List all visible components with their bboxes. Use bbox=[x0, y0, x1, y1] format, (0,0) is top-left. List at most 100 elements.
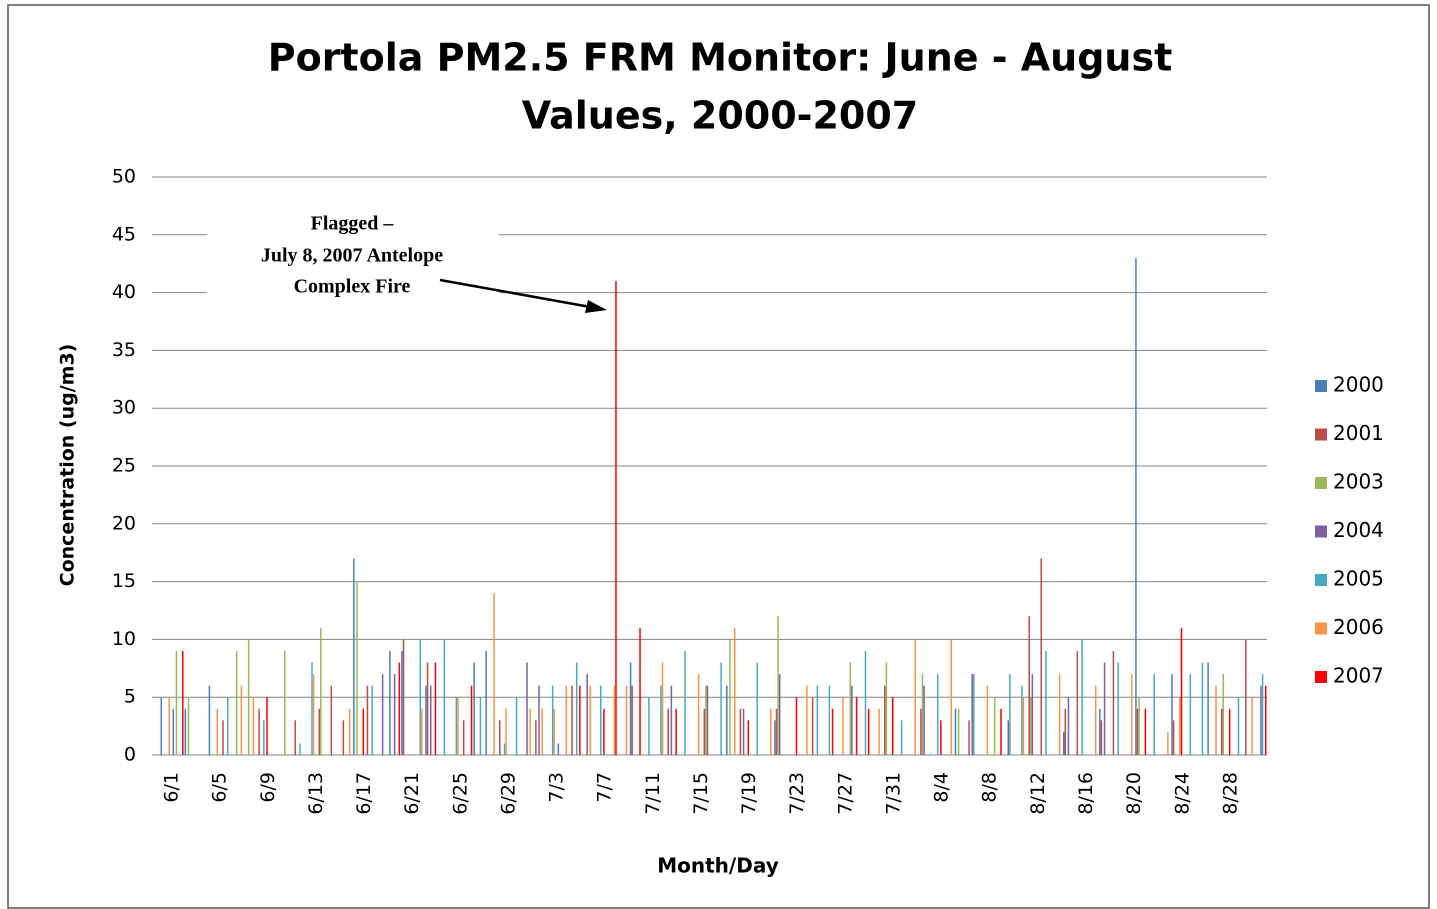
bar bbox=[515, 697, 518, 755]
bar bbox=[1031, 674, 1034, 755]
bar bbox=[443, 639, 446, 755]
bar bbox=[535, 720, 537, 755]
bar bbox=[774, 720, 776, 755]
bar bbox=[419, 639, 422, 755]
bar bbox=[831, 708, 834, 755]
bar bbox=[661, 662, 664, 755]
bar bbox=[795, 697, 798, 755]
bar bbox=[1094, 685, 1097, 755]
bar bbox=[1237, 697, 1240, 755]
bar bbox=[499, 720, 501, 755]
y-tick-label: 45 bbox=[112, 223, 136, 245]
bar bbox=[993, 697, 996, 755]
x-tick-label: 7/27 bbox=[834, 772, 856, 815]
x-tick-label: 7/23 bbox=[786, 772, 808, 815]
bar bbox=[1261, 674, 1264, 755]
bar bbox=[362, 708, 365, 755]
legend-swatch bbox=[1315, 428, 1327, 441]
x-tick-label: 8/24 bbox=[1171, 772, 1193, 815]
annotation: Flagged – July 8, 2007 Antelope Complex … bbox=[207, 206, 607, 313]
bar bbox=[526, 662, 528, 755]
legend-label: 2000 bbox=[1333, 373, 1384, 397]
bar bbox=[503, 743, 506, 755]
legend-swatch bbox=[1315, 525, 1327, 538]
chart-frame bbox=[7, 4, 1430, 909]
bar bbox=[920, 708, 922, 755]
bar bbox=[667, 708, 669, 755]
bar bbox=[381, 674, 384, 755]
bar bbox=[473, 662, 475, 755]
bar bbox=[393, 674, 396, 755]
bar bbox=[675, 708, 677, 755]
bar bbox=[936, 674, 939, 755]
y-tick-label: 25 bbox=[112, 455, 136, 477]
annotation-arrow bbox=[439, 278, 597, 310]
bar bbox=[429, 685, 432, 755]
bar bbox=[864, 650, 867, 755]
bar bbox=[631, 685, 633, 755]
bar bbox=[816, 685, 819, 755]
bar bbox=[371, 685, 373, 755]
bar bbox=[733, 627, 736, 755]
bar bbox=[851, 685, 853, 755]
bar bbox=[756, 662, 758, 755]
bar bbox=[1189, 674, 1192, 755]
bar bbox=[557, 743, 560, 755]
x-tick-label: 6/13 bbox=[305, 772, 327, 815]
bar bbox=[353, 558, 355, 755]
bar bbox=[923, 685, 925, 755]
bar bbox=[684, 650, 686, 755]
annotation-background bbox=[207, 206, 499, 302]
bar bbox=[401, 650, 403, 755]
bar bbox=[505, 708, 507, 755]
x-tick-label: 6/21 bbox=[401, 772, 423, 815]
bar bbox=[986, 685, 989, 755]
bar bbox=[493, 593, 495, 755]
bar bbox=[589, 685, 592, 755]
legend-label: 2006 bbox=[1333, 615, 1384, 639]
bar bbox=[968, 720, 970, 755]
bar bbox=[579, 685, 581, 755]
legend-swatch bbox=[1315, 477, 1327, 489]
y-tick-label: 15 bbox=[112, 570, 136, 592]
bar bbox=[1112, 650, 1115, 755]
bar bbox=[208, 685, 211, 755]
bar bbox=[775, 708, 778, 755]
bar bbox=[426, 662, 429, 755]
bar bbox=[425, 685, 427, 755]
annotation-text: Flagged – bbox=[311, 213, 395, 235]
bar bbox=[1245, 639, 1247, 755]
bar bbox=[613, 685, 616, 755]
bar bbox=[777, 616, 779, 755]
legend-item: 2003 bbox=[1315, 470, 1384, 494]
bar bbox=[973, 674, 975, 755]
bar bbox=[402, 639, 405, 755]
legend-swatch bbox=[1315, 622, 1327, 635]
bar bbox=[867, 708, 870, 755]
x-tick-label: 6/29 bbox=[497, 772, 519, 815]
bar bbox=[950, 639, 953, 755]
bar bbox=[462, 720, 465, 755]
x-tick-label: 6/17 bbox=[353, 772, 375, 815]
annotation-text: July 8, 2007 Antelope bbox=[261, 245, 443, 267]
bar bbox=[747, 720, 750, 755]
bar bbox=[885, 662, 888, 755]
bar bbox=[1153, 674, 1156, 755]
bar bbox=[538, 685, 540, 755]
bar bbox=[1081, 639, 1083, 755]
bar bbox=[957, 708, 960, 755]
bar bbox=[1007, 720, 1010, 755]
bar bbox=[1030, 697, 1032, 755]
legend-item: 2000 bbox=[1315, 373, 1384, 397]
bar bbox=[1171, 674, 1173, 755]
bar bbox=[320, 627, 322, 755]
bar bbox=[670, 685, 673, 755]
bar bbox=[160, 697, 163, 755]
y-tick-label: 40 bbox=[112, 281, 136, 303]
y-tick-label: 0 bbox=[124, 744, 136, 766]
bar bbox=[703, 708, 706, 755]
x-tick-label: 7/3 bbox=[546, 772, 568, 803]
bar bbox=[284, 650, 286, 755]
bar bbox=[921, 674, 924, 755]
